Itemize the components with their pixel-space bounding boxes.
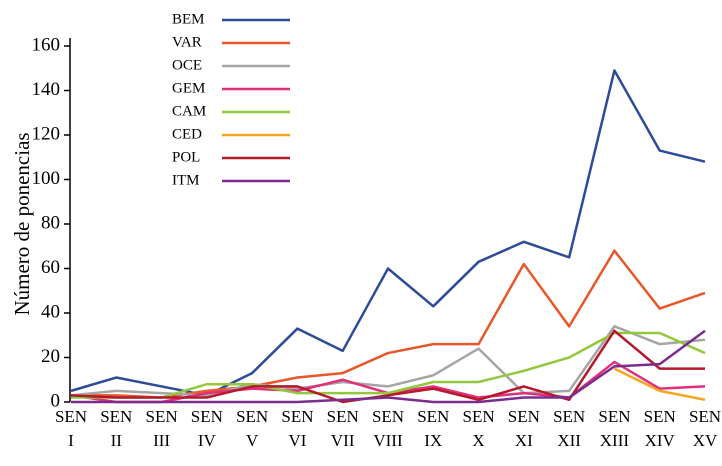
x-tick-label: SEN II bbox=[100, 407, 132, 450]
y-tick-label: 20 bbox=[41, 346, 60, 367]
series-line bbox=[71, 331, 706, 399]
x-tick-label: SEN XII bbox=[553, 407, 585, 450]
series-line bbox=[613, 367, 706, 402]
series-line bbox=[71, 249, 706, 399]
y-tick-label: 160 bbox=[32, 34, 61, 55]
series-line bbox=[70, 329, 705, 404]
legend-label: CAM bbox=[172, 103, 206, 119]
x-tick-label: SEN IV bbox=[191, 407, 223, 450]
y-tick-label: 40 bbox=[41, 301, 60, 322]
x-tick-label: SEN V bbox=[236, 407, 268, 450]
legend-label: BEM bbox=[172, 11, 205, 27]
series-line bbox=[70, 69, 706, 397]
legend-label: VAR bbox=[172, 34, 202, 50]
series-line bbox=[71, 329, 706, 404]
y-tick-label: 120 bbox=[32, 123, 61, 144]
x-tick-label: SEN XV bbox=[689, 407, 721, 450]
legend-label: CED bbox=[172, 126, 202, 142]
y-tick-label: 60 bbox=[41, 257, 60, 278]
y-axis-label: Número de ponencias bbox=[10, 132, 34, 315]
y-tick-label: 0 bbox=[51, 390, 61, 411]
x-tick-label: SEN X bbox=[463, 407, 495, 450]
x-tick-label: SEN III bbox=[146, 407, 178, 450]
x-tick-label: SEN VI bbox=[281, 407, 313, 450]
y-tick-label: 140 bbox=[32, 79, 61, 100]
legend-label: ITM bbox=[172, 172, 200, 188]
legend-label: GEM bbox=[172, 80, 205, 96]
y-tick-label: 80 bbox=[41, 212, 60, 233]
x-tick-label: SEN XIII bbox=[598, 407, 630, 450]
y-tick-label: 100 bbox=[32, 168, 61, 189]
x-tick-label: SEN XIV bbox=[644, 407, 676, 450]
x-tick-label: SEN I bbox=[55, 407, 87, 450]
legend-label: POL bbox=[172, 149, 200, 165]
x-tick-label: SEN IX bbox=[417, 407, 449, 450]
x-tick-label: SEN VIII bbox=[372, 407, 404, 450]
x-tick-label: SEN XI bbox=[508, 407, 540, 450]
legend-label: OCE bbox=[172, 57, 202, 73]
x-tick-label: SEN VII bbox=[327, 407, 359, 450]
